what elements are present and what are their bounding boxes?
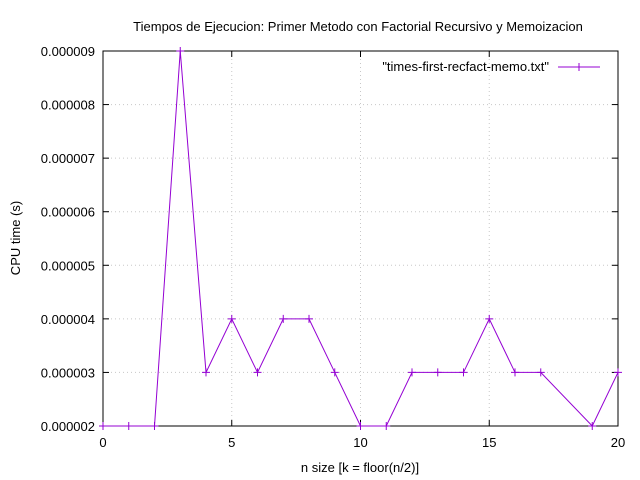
data-point-marker <box>279 314 288 323</box>
data-point-marker <box>124 422 133 430</box>
data-point-marker <box>588 422 597 430</box>
y-tick-label: 0.000007 <box>41 151 95 166</box>
data-point-marker <box>305 314 313 323</box>
y-tick-label: 0.000008 <box>41 98 95 113</box>
series-line <box>103 50 619 427</box>
data-point-marker <box>459 368 468 377</box>
legend: "times-first-recfact-memo.txt" <box>382 59 600 74</box>
data-point-marker <box>433 368 442 377</box>
y-tick-label: 0.000002 <box>41 419 95 434</box>
data-point-marker <box>253 368 262 377</box>
data-point-marker <box>176 47 185 55</box>
data-point-marker <box>511 368 519 377</box>
y-tick-label: 0.000003 <box>41 365 95 380</box>
x-tick-label: 20 <box>611 435 625 450</box>
y-tick-label: 0.000005 <box>41 258 95 273</box>
data-point-marker <box>356 422 365 430</box>
x-tick-label: 5 <box>228 435 235 450</box>
y-tick-label: 0.000006 <box>41 205 95 220</box>
data-point-marker <box>408 368 416 377</box>
data-point-marker <box>382 422 391 430</box>
data-point-marker <box>227 314 236 323</box>
axis-ticks: 0 5 10 15 20 0.000002 0.000003 0.000004 0.000005… <box>41 44 625 450</box>
x-tick-label: 10 <box>353 435 367 450</box>
data-point-marker <box>536 368 545 377</box>
x-tick-label: 0 <box>99 435 106 450</box>
x-axis-label: n size [k = floor(n/2)] <box>301 460 419 475</box>
legend-label: "times-first-recfact-memo.txt" <box>382 59 549 74</box>
data-point-marker <box>485 314 494 323</box>
data-point-marker <box>614 368 622 377</box>
data-point-marker <box>330 368 339 377</box>
legend-marker-plus <box>575 63 583 71</box>
y-tick-label: 0.000004 <box>41 312 95 327</box>
grid-lines <box>103 51 618 426</box>
y-tick-label: 0.000009 <box>41 44 95 59</box>
series-layer <box>99 47 622 430</box>
y-axis-label: CPU time (s) <box>8 201 23 275</box>
chart-title: Tiempos de Ejecucion: Primer Metodo con … <box>133 19 583 34</box>
data-point-marker <box>202 368 210 377</box>
data-point-marker <box>99 422 107 430</box>
data-point-marker <box>150 422 159 430</box>
x-tick-label: 15 <box>482 435 496 450</box>
